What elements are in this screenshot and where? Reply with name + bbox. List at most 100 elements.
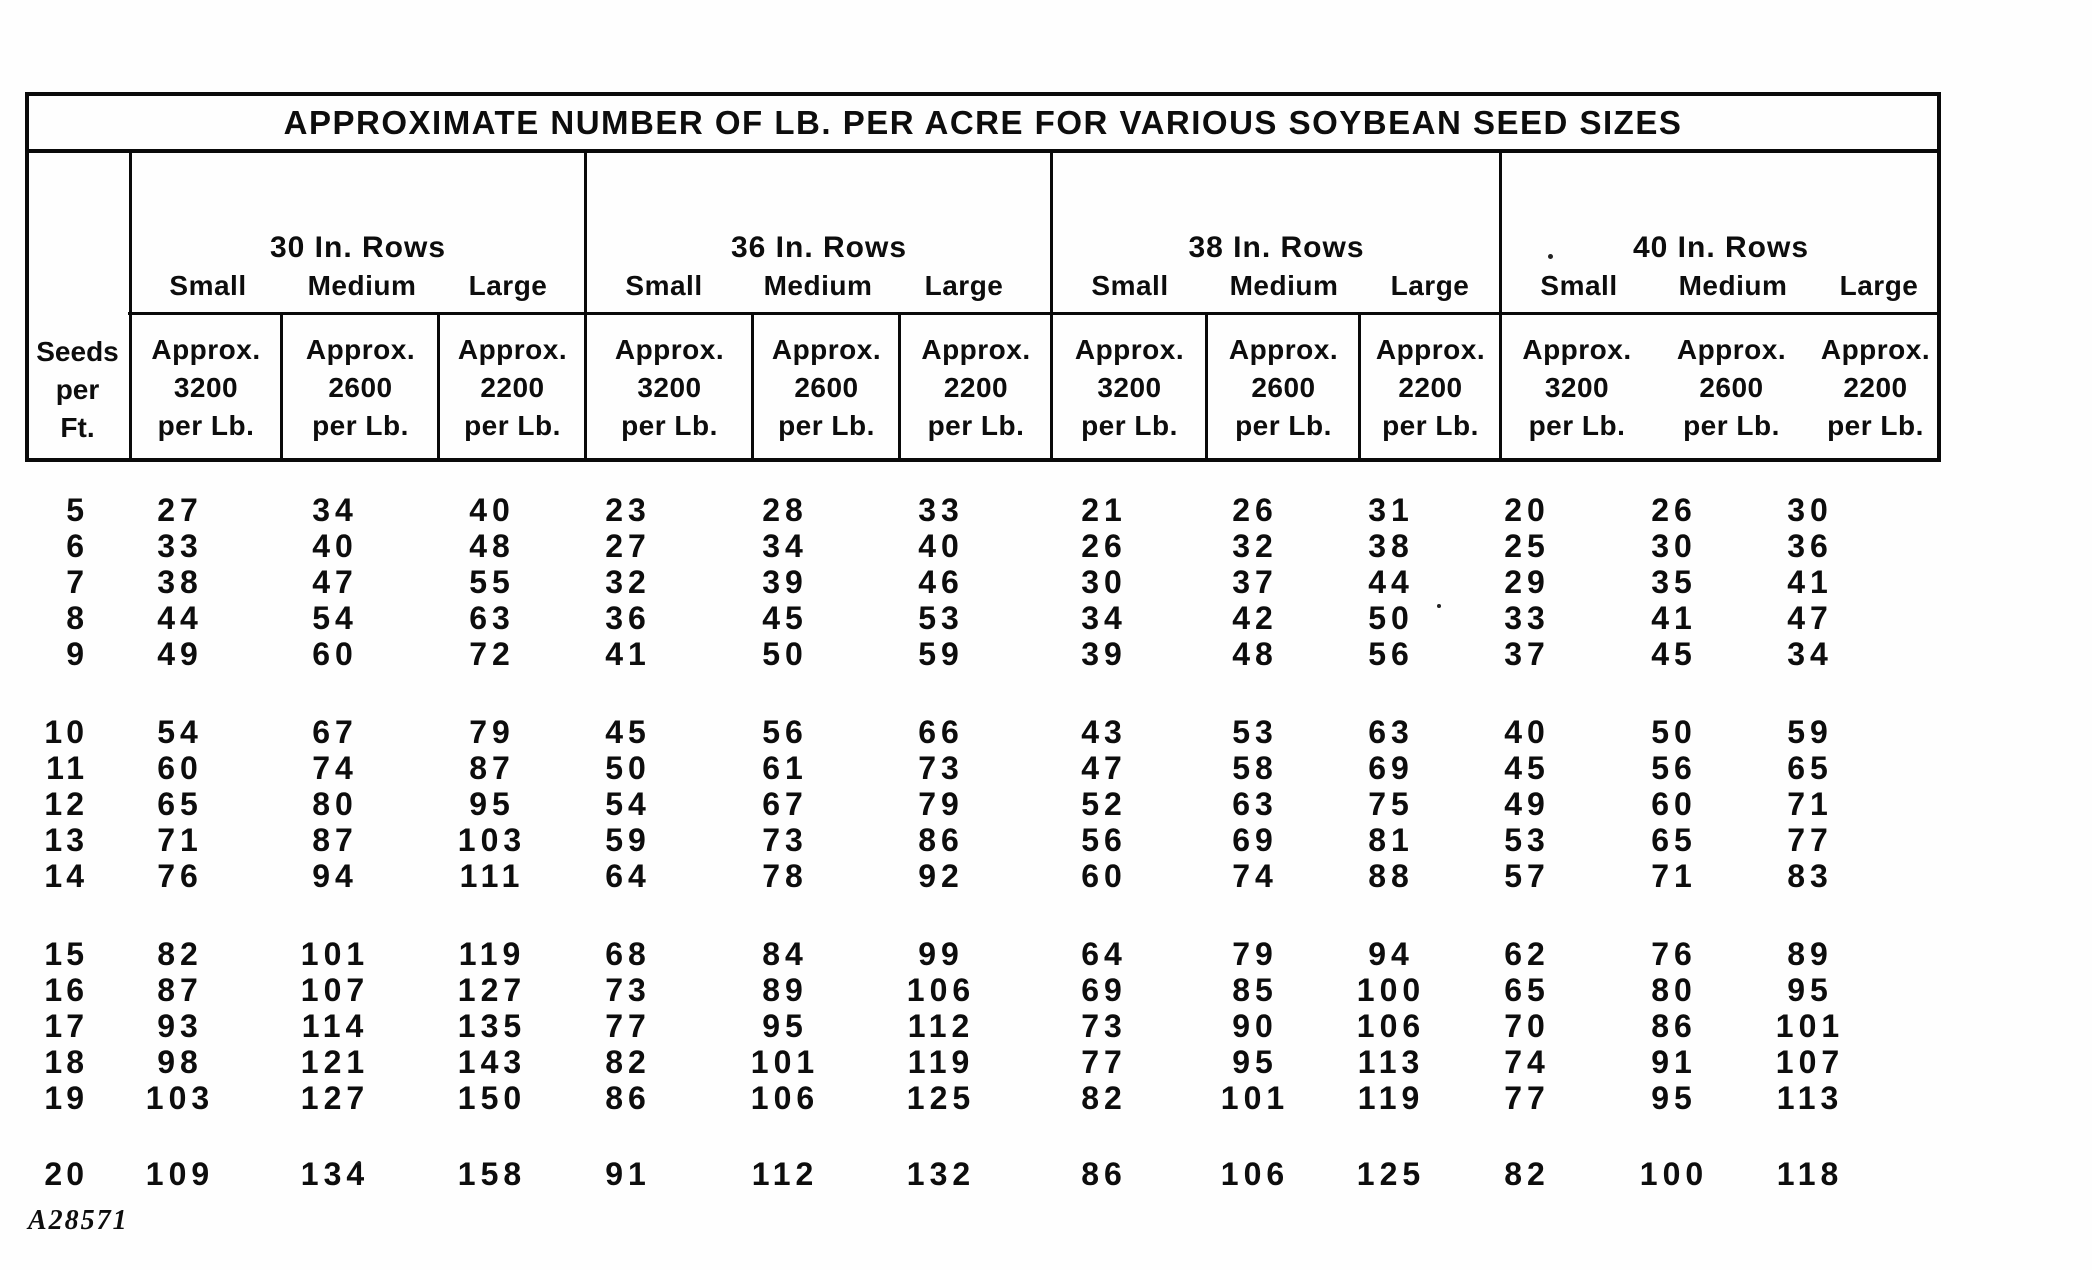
value-cell: 106 [1356, 1008, 1426, 1044]
value-cell: 86 [605, 1080, 651, 1116]
value-cell: 80 [1651, 972, 1697, 1008]
value-cell: 30 [1651, 528, 1697, 564]
subheader-36-large: Approx. 2200 per Lb. [900, 315, 1052, 458]
value-cell: 85 [1232, 972, 1278, 1008]
seed-count: 3200 [173, 372, 239, 403]
data-row: 9 49 60 72 41 50 59 39 48 56 37 45 34 [0, 636, 2092, 672]
value-cell: 26 [1081, 528, 1127, 564]
seed-count: 2200 [1843, 372, 1908, 403]
value-cell: 87 [157, 972, 203, 1008]
value-cell: 32 [1232, 528, 1278, 564]
value-cell: 100 [1639, 1156, 1709, 1192]
value-cell: 101 [1220, 1080, 1290, 1116]
value-cell: 53 [1232, 714, 1278, 750]
approx-label: Approx. [1522, 334, 1632, 365]
data-row: 17 93 114 135 77 95 112 73 90 106 70 86 … [0, 1008, 2092, 1044]
value-cell: 58 [1232, 750, 1278, 786]
data-row: 7 38 47 55 32 39 46 30 37 44 29 35 41 [0, 564, 2092, 600]
value-cell: 112 [907, 1008, 975, 1044]
value-cell: 95 [762, 1008, 808, 1044]
value-cell: 70 [1504, 1008, 1550, 1044]
seeds-cell: 17 [44, 1008, 88, 1044]
approx-label: Approx. [771, 334, 882, 365]
value-cell: 74 [312, 750, 358, 786]
value-cell: 73 [605, 972, 651, 1008]
divider-seeds [129, 153, 132, 462]
value-cell: 45 [1504, 750, 1550, 786]
value-cell: 98 [157, 1044, 203, 1080]
value-cell: 61 [762, 750, 808, 786]
divider-36-38 [1050, 153, 1053, 462]
value-cell: 63 [469, 600, 515, 636]
value-cell: 93 [157, 1008, 203, 1044]
value-cell: 28 [762, 492, 808, 528]
value-cell: 29 [1504, 564, 1550, 600]
value-cell: 89 [1787, 936, 1833, 972]
value-cell: 64 [1081, 936, 1127, 972]
group-30in: 30 In. Rows Small Medium Large [130, 153, 586, 315]
value-cell: 56 [762, 714, 808, 750]
value-cell: 42 [1232, 600, 1278, 636]
size-label: Medium [307, 270, 417, 301]
value-cell: 76 [157, 858, 203, 894]
value-cell: 101 [300, 936, 370, 972]
divider-sub-38b [1358, 315, 1361, 458]
value-cell: 114 [301, 1008, 369, 1044]
value-cell: 113 [1357, 1044, 1425, 1080]
seeds-cell: 7 [66, 564, 88, 600]
data-row: 10 54 67 79 45 56 66 43 53 63 40 50 59 [0, 714, 2092, 750]
data-row: 13 71 87 103 59 73 86 56 69 81 53 65 77 [0, 822, 2092, 858]
value-cell: 45 [1651, 636, 1697, 672]
subheader-36-small: Approx. 3200 per Lb. [586, 315, 753, 458]
seeds-cell: 20 [44, 1156, 88, 1192]
data-row: 8 44 54 63 36 45 53 34 42 50 33 41 47 [0, 600, 2092, 636]
value-cell: 50 [605, 750, 651, 786]
value-cell: 71 [157, 822, 203, 858]
group-40in: 40 In. Rows Small Medium Large [1501, 153, 1941, 315]
value-cell: 37 [1232, 564, 1278, 600]
value-cell: 60 [1651, 786, 1697, 822]
value-cell: 38 [1368, 528, 1414, 564]
value-cell: 95 [1787, 972, 1833, 1008]
seeds-cell: 14 [44, 858, 88, 894]
seed-count: 2200 [1398, 372, 1463, 403]
subheader-30-medium: Approx. 2600 per Lb. [282, 315, 439, 458]
value-cell: 39 [1081, 636, 1127, 672]
value-cell: 135 [457, 1008, 527, 1044]
value-cell: 65 [157, 786, 203, 822]
value-cell: 40 [918, 528, 964, 564]
approx-label: Approx. [614, 334, 725, 365]
seeds-cell: 8 [66, 600, 88, 636]
value-cell: 82 [1081, 1080, 1127, 1116]
data-row: 11 60 74 87 50 61 73 47 58 69 45 56 65 [0, 750, 2092, 786]
value-cell: 106 [906, 972, 976, 1008]
seed-count: 2600 [328, 372, 393, 403]
data-row: 18 98 121 143 82 101 119 77 95 113 74 91… [0, 1044, 2092, 1080]
value-cell: 66 [918, 714, 964, 750]
value-cell: 50 [762, 636, 808, 672]
seeds-header-line3: Ft. [60, 412, 95, 443]
value-cell: 84 [762, 936, 808, 972]
seeds-cell: 18 [44, 1044, 88, 1080]
data-row: 12 65 80 95 54 67 79 52 63 75 49 60 71 [0, 786, 2092, 822]
divider-sub-38a [1205, 315, 1208, 458]
value-cell: 72 [469, 636, 515, 672]
per-lb-label: per Lb. [1827, 410, 1924, 441]
value-cell: 109 [145, 1156, 215, 1192]
seed-count: 3200 [1097, 372, 1162, 403]
value-cell: 33 [1504, 600, 1550, 636]
value-cell: 64 [605, 858, 651, 894]
value-cell: 38 [157, 564, 203, 600]
value-cell: 21 [1081, 492, 1127, 528]
size-label: Large [1390, 270, 1470, 301]
value-cell: 59 [918, 636, 964, 672]
value-cell: 125 [906, 1080, 976, 1116]
seed-count: 3200 [1544, 372, 1610, 403]
size-label: Large [1839, 270, 1919, 301]
value-cell: 53 [1504, 822, 1550, 858]
value-cell: 95 [469, 786, 515, 822]
value-cell: 127 [457, 972, 527, 1008]
data-row: 19 103 127 150 86 106 125 82 101 119 77 … [0, 1080, 2092, 1116]
value-cell: 101 [750, 1044, 820, 1080]
value-cell: 43 [1081, 714, 1127, 750]
